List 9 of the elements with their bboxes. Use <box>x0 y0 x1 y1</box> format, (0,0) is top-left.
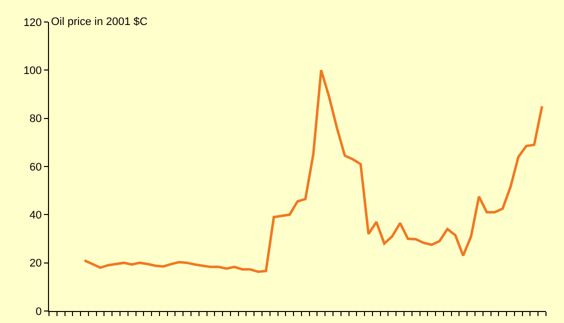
line-series <box>83 68 544 273</box>
y-tick-label: 20 <box>30 258 42 270</box>
y-tick-label: 40 <box>30 210 42 222</box>
y-tick-label: 80 <box>30 113 42 126</box>
y-tick-label: 100 <box>23 65 42 78</box>
y-tick-label: 120 <box>23 16 42 29</box>
y-axis-title: Oil price in 2001 $C <box>51 16 148 28</box>
y-tick-label: 0 <box>36 306 42 318</box>
y-tick-label: 60 <box>30 161 42 174</box>
